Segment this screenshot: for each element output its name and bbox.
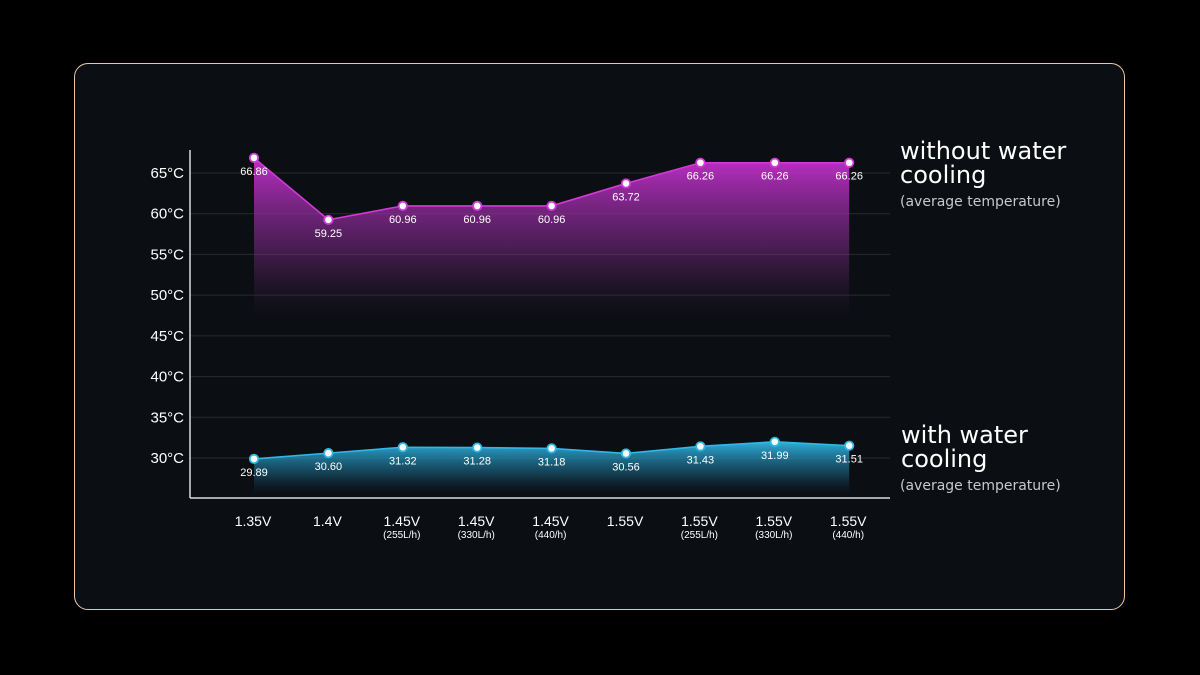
axes	[189, 150, 890, 499]
data-point	[546, 443, 557, 454]
data-label: 66.26	[835, 171, 863, 183]
x-tick-label: 1.55V	[756, 513, 793, 529]
y-tick-label: 50°C	[150, 287, 184, 304]
y-tick-label: 30°C	[150, 450, 184, 467]
data-label: 66.26	[687, 171, 715, 183]
data-point	[620, 448, 632, 459]
x-tick-label: 1.4V	[313, 513, 342, 529]
y-tick-label: 60°C	[150, 206, 184, 223]
data-point	[546, 200, 557, 211]
x-tick-label: 1.45V	[384, 513, 421, 529]
legend-with-subtitle: (average temperature)	[900, 478, 1061, 494]
x-tick-sublabel: (440/h)	[832, 530, 864, 541]
data-point	[397, 442, 408, 453]
data-point	[323, 214, 334, 225]
y-tick-label: 35°C	[150, 409, 184, 426]
series-areas	[254, 157, 850, 497]
data-point	[472, 442, 483, 453]
data-point	[248, 453, 260, 464]
x-tick-sublabel: (255L/h)	[383, 530, 420, 541]
x-tick-label: 1.55V	[681, 513, 718, 529]
data-label: 31.99	[761, 450, 789, 462]
data-point	[695, 441, 706, 452]
y-tick-label: 45°C	[150, 328, 184, 345]
data-point	[844, 440, 855, 451]
data-label: 59.25	[315, 228, 343, 240]
x-tick-label: 1.45V	[458, 513, 495, 529]
data-point	[397, 200, 408, 211]
x-tick-labels: 1.35V 1.4V 1.45V(255L/h)1.45V(330L/h)1.45V…	[235, 513, 867, 541]
data-point	[472, 200, 483, 211]
data-point	[620, 178, 632, 189]
data-label: 30.56	[612, 461, 640, 473]
x-tick-label: 1.35V	[235, 513, 272, 529]
data-point	[844, 157, 855, 168]
data-label: 31.18	[538, 456, 566, 468]
data-label: 31.32	[389, 455, 417, 467]
data-label: 66.26	[761, 171, 789, 183]
data-labels: 66.86 59.25 60.96 60.96 60.96 63.72 66.26 66.26…	[240, 166, 863, 479]
x-tick-sublabel: (330L/h)	[755, 530, 792, 541]
data-label: 60.96	[538, 214, 566, 226]
series-area	[254, 441, 850, 497]
data-point	[248, 152, 260, 163]
data-label: 31.51	[835, 454, 863, 466]
y-tick-labels: 30°C 35°C 40°C 45°C 50°C 55°C 60°C 65°C	[150, 165, 184, 467]
y-tick-label: 40°C	[150, 369, 184, 386]
x-tick-sublabel: (440/h)	[535, 530, 567, 541]
legend-without-title: without water cooling	[900, 137, 1067, 189]
data-point	[769, 436, 780, 447]
y-tick-label: 65°C	[150, 165, 184, 182]
data-label: 31.28	[463, 456, 491, 468]
data-label: 60.96	[463, 214, 491, 226]
data-point	[769, 157, 780, 168]
chart-card	[74, 63, 1125, 610]
series-area	[254, 157, 850, 320]
x-tick-label: 1.55V	[607, 513, 644, 529]
y-tick-label: 55°C	[150, 246, 184, 263]
x-tick-label: 1.45V	[532, 513, 569, 529]
data-label: 31.43	[687, 454, 715, 466]
data-label: 63.72	[612, 191, 640, 203]
legend-with-title: with water cooling	[901, 421, 1028, 473]
legend-without-subtitle: (average temperature)	[900, 194, 1061, 210]
data-point	[695, 157, 706, 168]
x-tick-label: 1.55V	[830, 513, 867, 529]
data-point	[323, 448, 334, 459]
data-label: 30.60	[315, 461, 343, 473]
x-tick-sublabel: (330L/h)	[458, 530, 495, 541]
data-label: 29.89	[240, 467, 268, 479]
data-label: 60.96	[389, 214, 417, 226]
series-points	[248, 152, 855, 464]
x-tick-sublabel: (255L/h)	[681, 530, 718, 541]
data-label: 66.86	[240, 166, 268, 178]
